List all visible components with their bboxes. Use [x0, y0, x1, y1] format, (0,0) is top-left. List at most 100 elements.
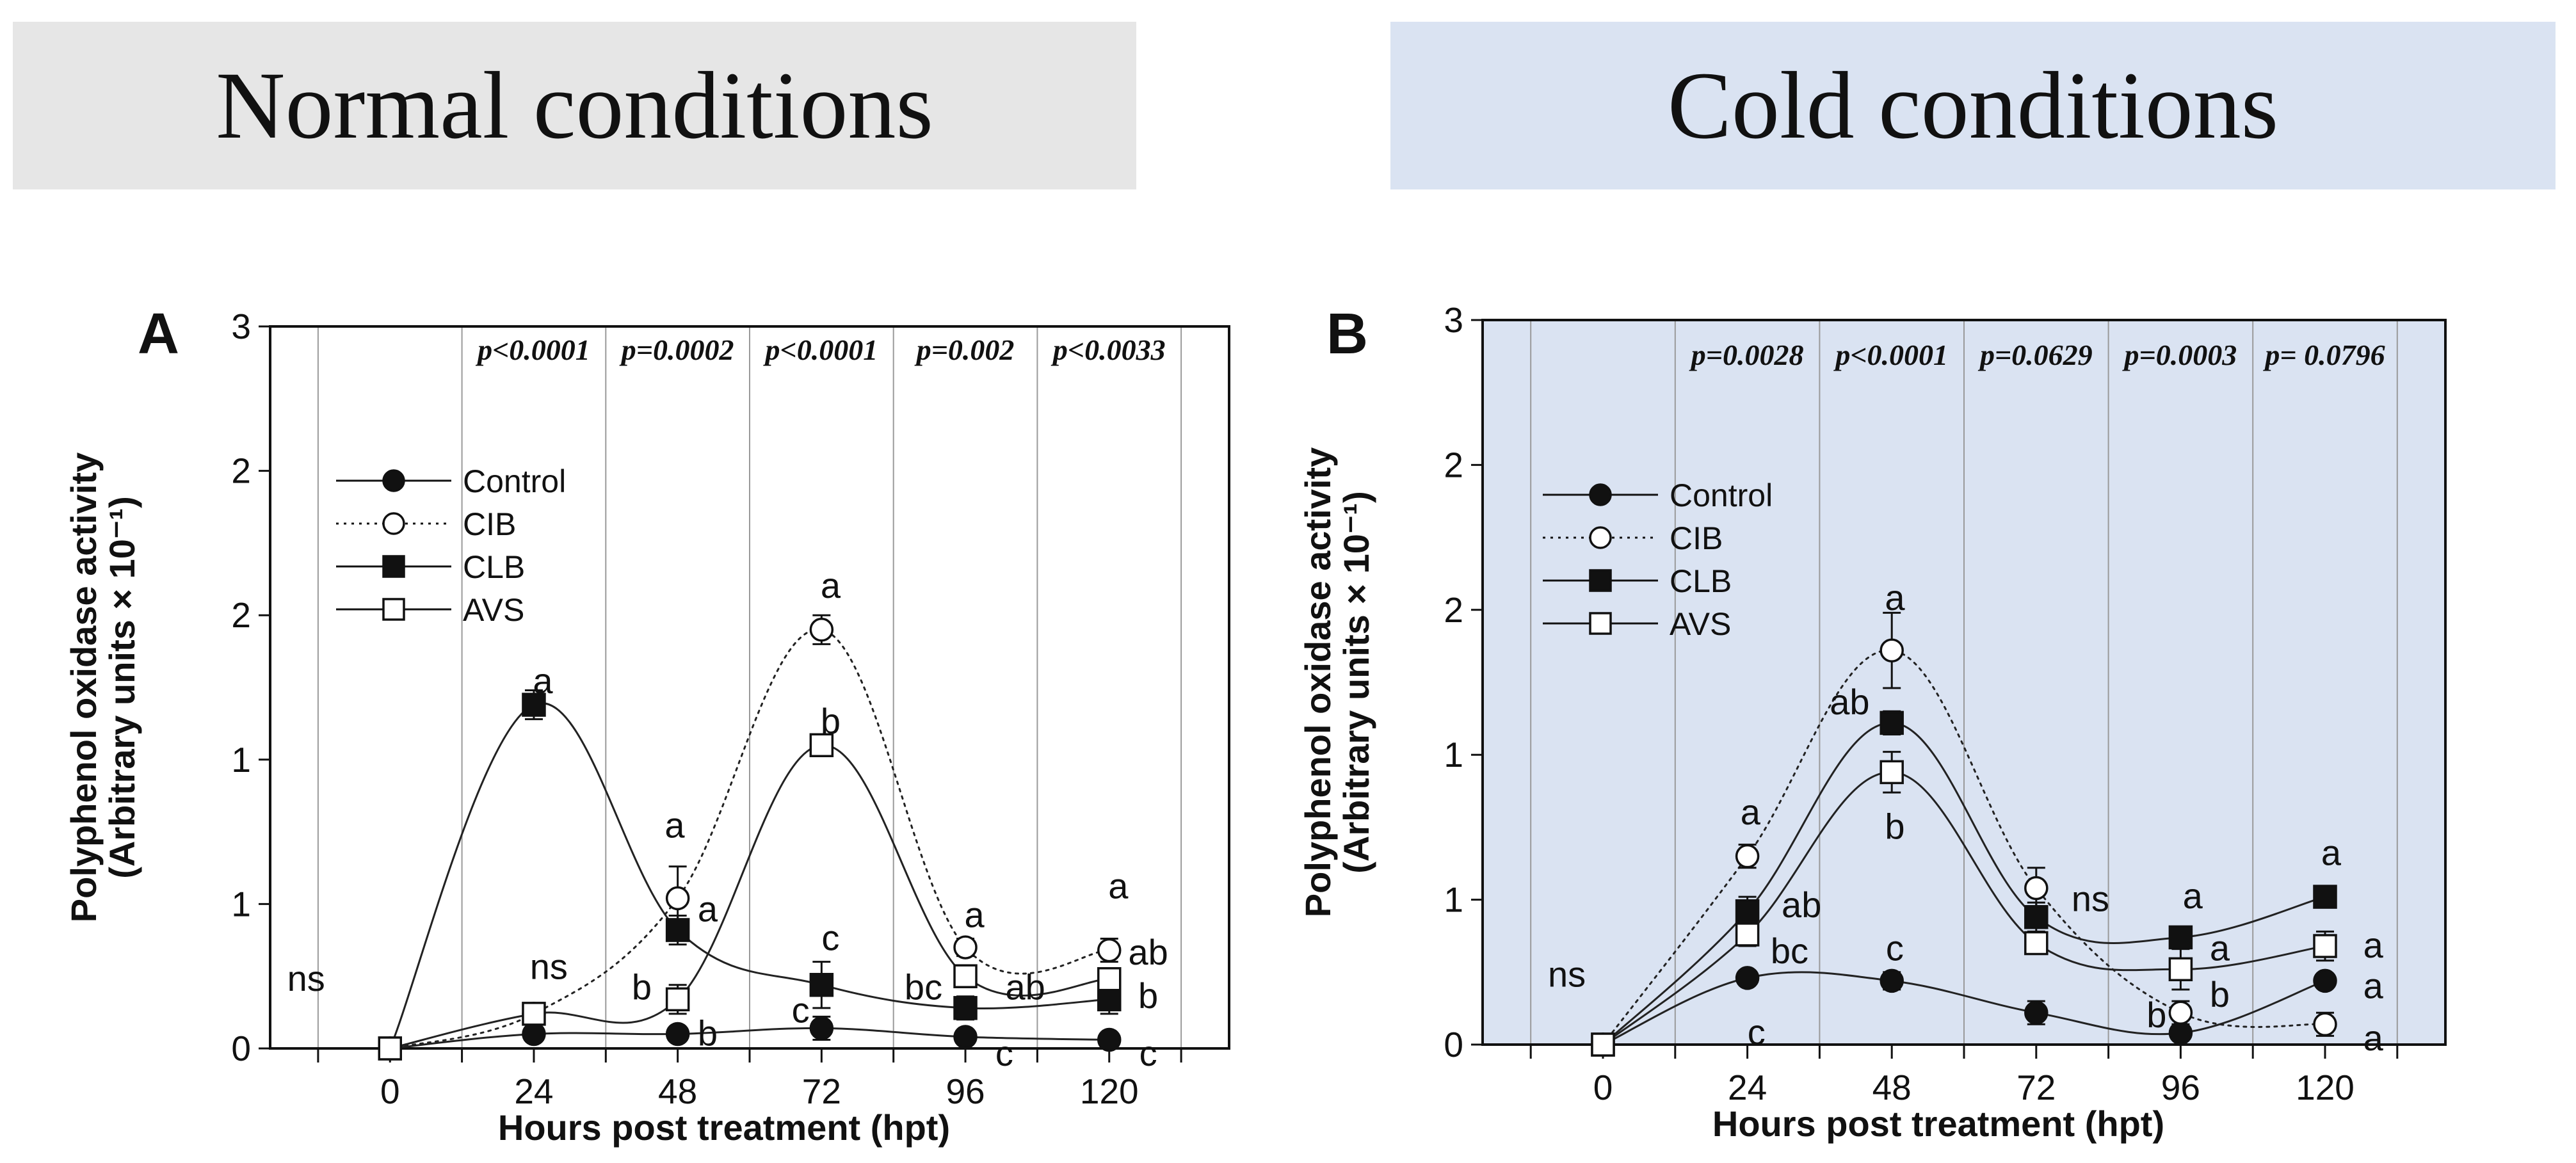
significance-letter: b [632, 966, 652, 1007]
series-line [1602, 971, 2326, 1046]
x-tick-label: 120 [2296, 1068, 2355, 1107]
data-point [2313, 968, 2337, 993]
legend-label: CIB [463, 506, 516, 542]
data-point [378, 1036, 402, 1061]
y-tick-label: 1 [231, 884, 251, 924]
x-tick-label: 48 [658, 1071, 697, 1111]
data-point [953, 1025, 978, 1049]
significance-letter: ab [1006, 966, 1045, 1007]
series-avs [378, 733, 1122, 1061]
significance-letter: a [965, 894, 985, 934]
x-tick-label: 0 [1593, 1068, 1613, 1107]
data-point [1735, 899, 1760, 924]
legend-marker [382, 598, 405, 621]
significance-letter: a [1885, 577, 1905, 618]
x-axis-title: Hours post treatment (hpt) [498, 1107, 950, 1148]
legend-label: Control [463, 463, 566, 499]
legend-marker [1589, 612, 1612, 635]
data-point [665, 1022, 690, 1047]
legend-label: Control [1670, 477, 1773, 513]
data-point [522, 693, 546, 717]
series-line [1602, 649, 2326, 1046]
p-value-label: p=0.0002 [619, 333, 734, 366]
significance-letter: c [1139, 1033, 1157, 1073]
x-tick-label: 72 [802, 1071, 841, 1111]
significance-letter: b [1138, 975, 1158, 1016]
significance-letter: b [2146, 995, 2166, 1035]
data-point [809, 618, 834, 642]
legend-marker [382, 469, 405, 492]
significance-letter: ns [2072, 879, 2109, 919]
y-axis-title-line1: Polyphenol oxidase activity [63, 453, 104, 922]
data-point [522, 1022, 546, 1047]
significance-letter: a [2210, 928, 2230, 968]
p-value-label: p=0.0629 [1977, 339, 2093, 371]
x-axis-title: Hours post treatment (hpt) [1712, 1103, 2164, 1144]
legend-marker [1589, 569, 1612, 592]
normal-conditions-banner: Normal conditions [13, 22, 1136, 189]
legend-label: AVS [463, 592, 524, 628]
p-value-label: p= 0.0796 [2262, 339, 2385, 371]
data-point [1880, 760, 1904, 785]
x-tick-label: 24 [1728, 1068, 1767, 1107]
series-line [389, 1027, 1111, 1050]
legend-label: AVS [1670, 606, 1731, 642]
data-point [2313, 885, 2337, 909]
data-point [2168, 1021, 2193, 1045]
significance-letter: ab [1128, 932, 1168, 972]
significance-letter: ns [530, 947, 568, 987]
data-point [953, 935, 978, 959]
significance-letter: b [2210, 974, 2230, 1015]
significance-letter: a [664, 805, 685, 846]
significance-letter: b [1885, 806, 1904, 847]
y-tick-label: 1 [231, 740, 251, 780]
significance-letter: c [792, 990, 810, 1030]
series-avs [1591, 751, 2337, 1057]
x-tick-label: 96 [946, 1071, 985, 1111]
significance-letter: bc [1771, 931, 1808, 971]
significance-letter: c [1886, 928, 1904, 968]
data-point [1880, 968, 1904, 993]
data-point [2024, 876, 2049, 901]
data-point [1735, 844, 1760, 869]
x-tick-label: 0 [380, 1071, 400, 1111]
y-axis-title-line1: Polyphenol oxidase activity [1298, 447, 1338, 917]
y-tick-label: 3 [231, 307, 251, 346]
y-tick-label: 0 [231, 1029, 251, 1068]
data-point [665, 918, 690, 942]
panel-a: 0 1 1 2 2 3 0 24 48 72 96 120 Hours post treatment (… [63, 302, 1230, 1148]
data-point [2313, 934, 2337, 958]
legend-marker [382, 555, 405, 578]
data-point [1880, 710, 1904, 735]
p-value-label: p<0.0033 [1051, 333, 1166, 366]
data-point [953, 996, 978, 1020]
p-value-label: p=0.0003 [2122, 339, 2237, 371]
x-tick-label: 48 [1872, 1068, 1912, 1107]
data-point [2168, 957, 2193, 982]
legend-marker [1589, 526, 1612, 549]
legend: Control CIB CLB AVS [336, 463, 566, 628]
significance-letter: c [821, 918, 839, 958]
data-point [1591, 1032, 1615, 1057]
data-point [1735, 966, 1760, 990]
p-value-label: p=0.0028 [1689, 339, 1804, 371]
data-point [1097, 938, 1122, 963]
p-value-label: p=0.002 [914, 333, 1015, 366]
panel-label: B [1326, 302, 1368, 366]
data-point [2168, 1000, 2193, 1025]
p-value-label: p<0.0001 [762, 333, 878, 366]
data-point [1097, 987, 1122, 1012]
x-tick-label: 72 [2017, 1068, 2056, 1107]
legend-marker [382, 512, 405, 535]
significance-letter: ns [1548, 954, 1586, 994]
significance-letter: ab [1830, 682, 1869, 722]
significance-letter: a [2363, 925, 2384, 965]
data-point [2024, 931, 2049, 956]
legend-label: CLB [463, 549, 525, 585]
series-control [378, 1015, 1122, 1061]
significance-letter: a [2183, 876, 2203, 916]
data-point [665, 886, 690, 911]
data-point [2024, 1000, 2049, 1025]
significance-letter: a [2363, 1018, 2384, 1058]
